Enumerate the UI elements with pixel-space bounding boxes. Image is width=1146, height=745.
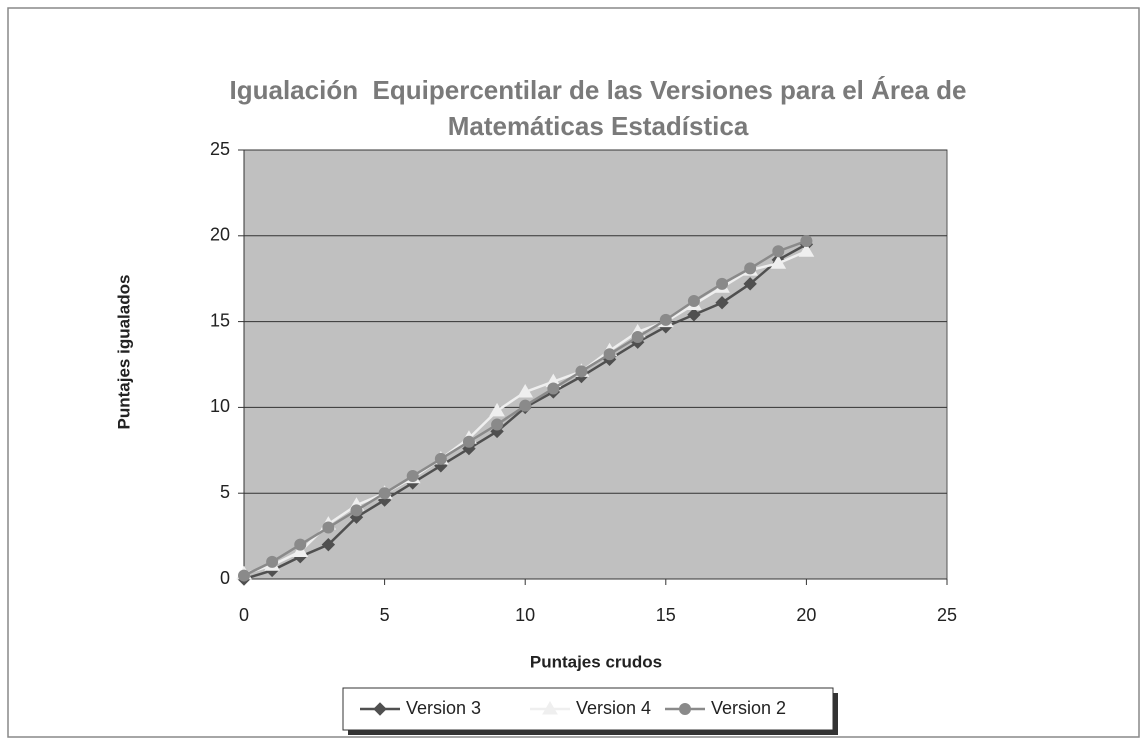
marker — [687, 308, 701, 322]
x-axis-label: Puntajes crudos — [530, 652, 662, 671]
marker — [406, 470, 419, 483]
marker — [679, 703, 691, 715]
marker — [350, 504, 363, 517]
marker — [542, 701, 558, 715]
marker — [238, 569, 250, 582]
marker — [462, 435, 475, 448]
marker — [373, 702, 387, 716]
legend-label: Version 4 — [576, 698, 651, 718]
marker — [491, 418, 504, 431]
marker — [294, 538, 307, 551]
y-axis-label: Puntajes igualados — [114, 275, 133, 430]
marker — [659, 313, 672, 326]
marker — [798, 243, 815, 257]
marker — [547, 382, 560, 395]
y-tick-label: 10 — [210, 396, 230, 416]
x-tick-label: 5 — [380, 605, 390, 625]
legend-box — [342, 687, 834, 731]
x-tick-label: 25 — [937, 605, 957, 625]
marker — [378, 487, 391, 500]
x-tick-label: 0 — [239, 605, 249, 625]
y-tick-label: 15 — [210, 310, 230, 330]
marker — [575, 365, 588, 378]
marker — [715, 296, 729, 310]
marker — [743, 277, 757, 291]
marker — [800, 234, 813, 247]
y-tick-label: 0 — [220, 568, 230, 588]
y-tick-label: 25 — [210, 139, 230, 159]
legend-label: Version 3 — [406, 698, 481, 718]
y-tick-label: 20 — [210, 225, 230, 245]
chart-title: Igualación Equipercentilar de las Versio… — [229, 75, 974, 141]
legend-label: Version 2 — [711, 698, 786, 718]
marker — [434, 452, 447, 465]
marker — [770, 255, 787, 269]
y-tick-label: 5 — [220, 482, 230, 502]
marker — [266, 555, 279, 568]
marker — [687, 295, 700, 308]
marker — [744, 262, 757, 275]
marker — [517, 383, 534, 398]
marker — [772, 245, 785, 258]
x-tick-label: 15 — [656, 605, 676, 625]
marker — [603, 348, 616, 361]
marker — [519, 399, 532, 412]
marker — [489, 402, 505, 417]
marker — [322, 521, 335, 534]
marker — [631, 331, 644, 344]
x-tick-label: 10 — [515, 605, 535, 625]
x-tick-label: 20 — [796, 605, 816, 625]
marker — [716, 277, 729, 290]
marker — [321, 537, 336, 552]
